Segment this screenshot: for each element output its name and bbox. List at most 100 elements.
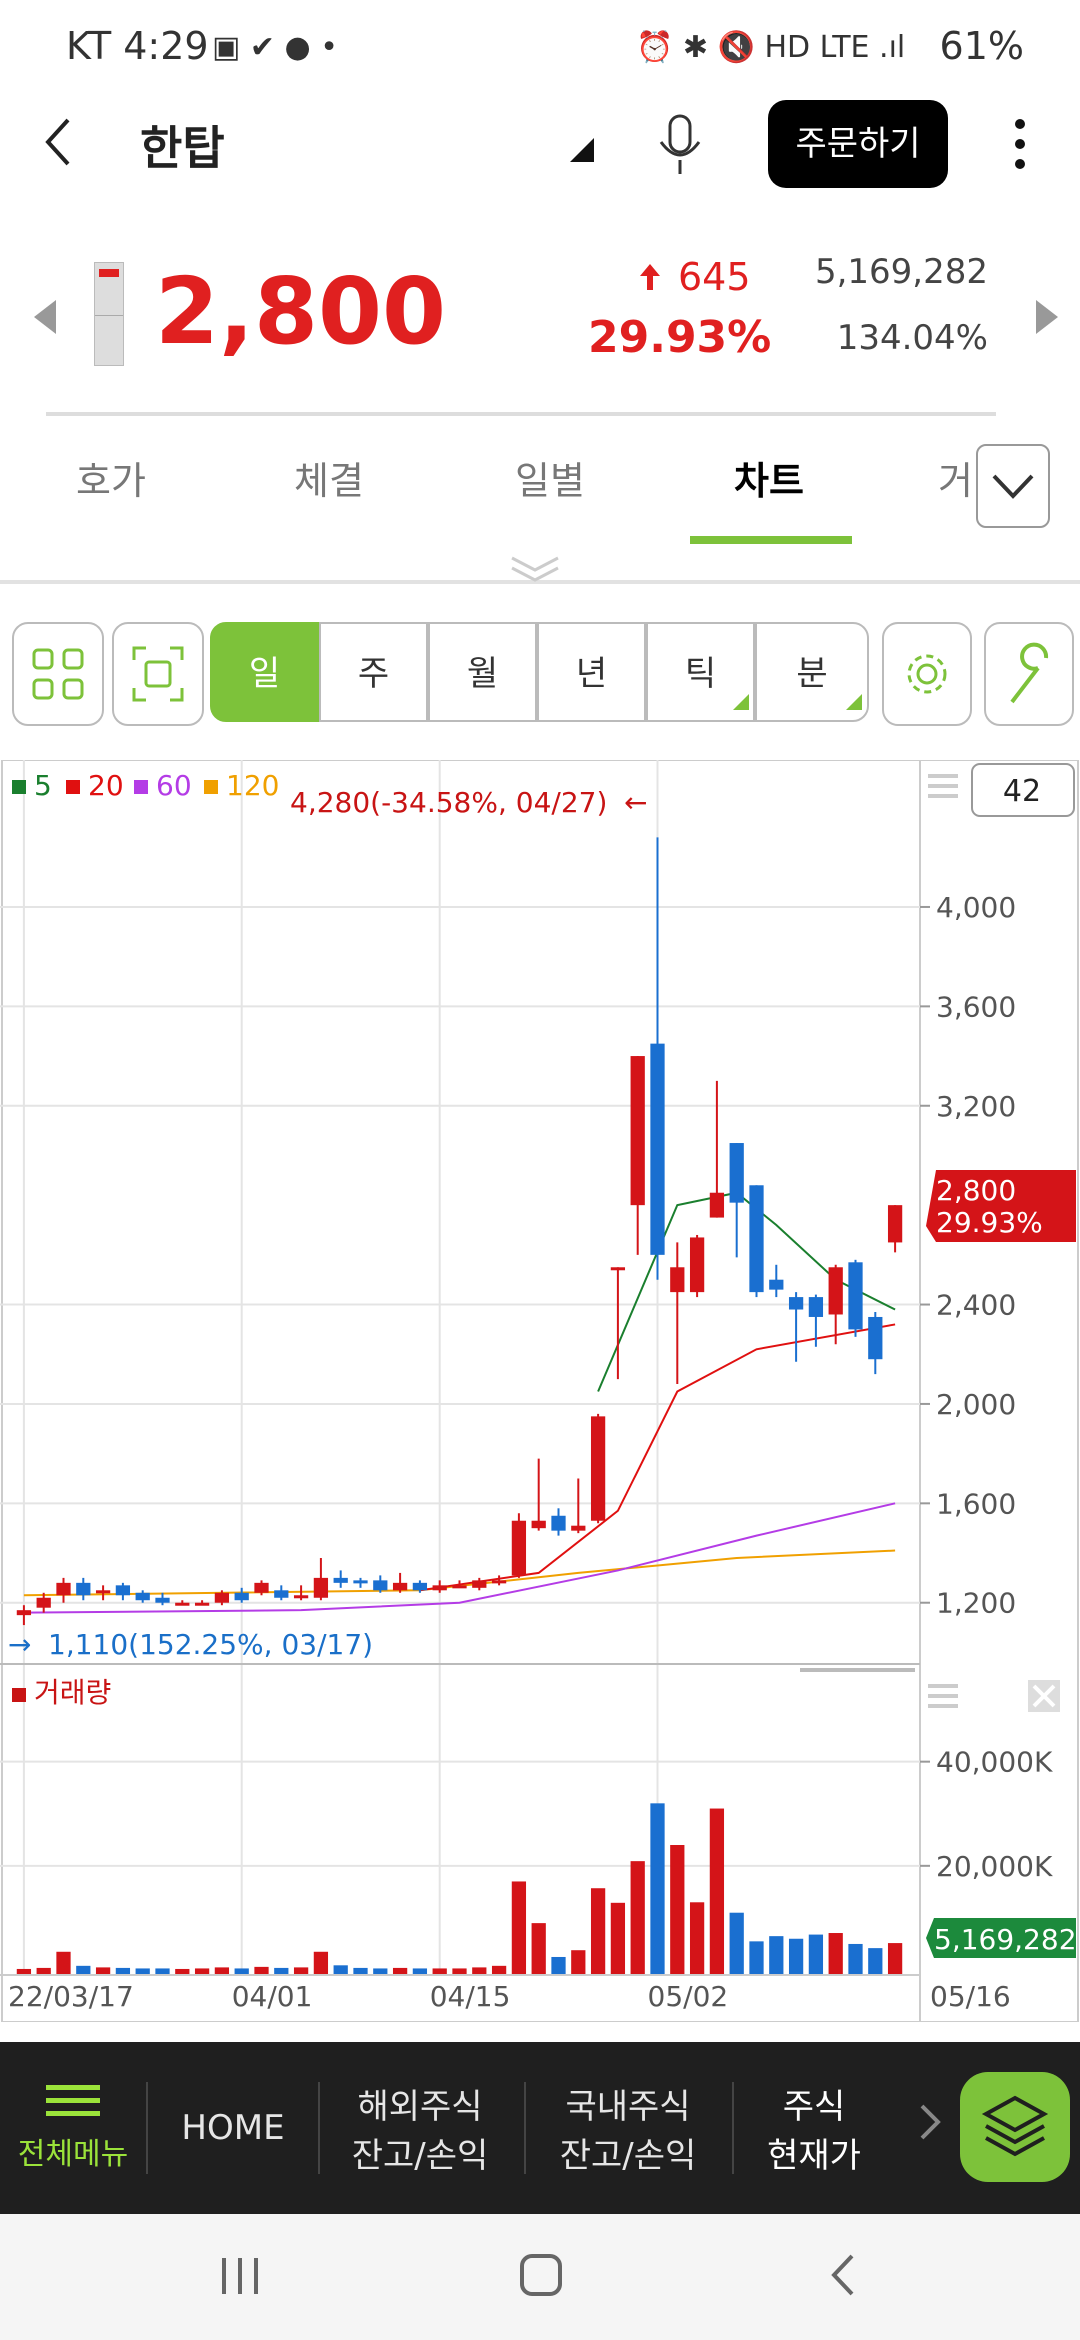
- price-axis: 4,000 3,600 3,200 2,400 2,000 1,600 1,200: [920, 891, 1016, 1620]
- tab-more[interactable]: 거: [938, 459, 973, 503]
- candle-body: [56, 1582, 71, 1596]
- candle-count[interactable]: 42: [1003, 774, 1041, 809]
- price-tag-percent: 29.93%: [936, 1206, 1043, 1239]
- volume-bar: [412, 1968, 428, 1975]
- layers-icon: [981, 2095, 1049, 2157]
- volume-legend: 거래량: [34, 1676, 111, 1709]
- nav-domestic-line2: 잔고/손익: [559, 2136, 697, 2176]
- volume-bar: [373, 1968, 388, 1975]
- legend-swatch-ma20: [66, 780, 80, 794]
- tab-daily[interactable]: 일별: [515, 459, 585, 503]
- volume-bar: [234, 1968, 249, 1975]
- volume-tag-value: 5,169,282: [934, 1923, 1077, 1956]
- volume-bar: [432, 1968, 447, 1975]
- price-tick-label: 4,000: [936, 891, 1016, 924]
- volume-bar: [531, 1923, 546, 1975]
- volume-bar: [293, 1967, 309, 1975]
- candle-body: [313, 1577, 329, 1598]
- home-icon[interactable]: [518, 2252, 564, 2302]
- back-icon[interactable]: [38, 112, 78, 172]
- candle-body: [274, 1590, 289, 1598]
- volume-bar: [729, 1912, 744, 1975]
- volume-bar: [353, 1967, 368, 1975]
- volume-tick-label: 20,000K: [936, 1850, 1053, 1883]
- legend-ma60: 60: [156, 769, 192, 802]
- volume-bar: [868, 1948, 883, 1975]
- next-stock-arrow-icon[interactable]: [1036, 300, 1058, 338]
- legend-ma5: 5: [34, 769, 52, 802]
- volume-bar: [887, 1943, 903, 1975]
- candle-body: [234, 1592, 249, 1601]
- candle-body: [452, 1585, 467, 1589]
- grid-layout-button[interactable]: [12, 622, 104, 726]
- candle-body: [16, 1610, 32, 1616]
- period-minute[interactable]: 분: [755, 622, 869, 722]
- price-pane-menu-icon[interactable]: [928, 774, 958, 798]
- tab-chart[interactable]: 차트: [734, 459, 804, 503]
- volume-bar: [551, 1956, 566, 1975]
- volume-pane-menu-icon[interactable]: [928, 1684, 958, 1708]
- nav-domestic-balance[interactable]: 국내주식 잔고/손익: [526, 2042, 730, 2214]
- dropdown-triangle-icon[interactable]: [570, 138, 594, 162]
- close-pane-icon[interactable]: [1028, 1680, 1060, 1712]
- legend-swatch-ma5: [12, 780, 26, 794]
- price-tick-label: 3,200: [936, 1090, 1016, 1123]
- price-chart[interactable]: 4,000 3,600 3,200 2,400 2,000 1,600 1,200 40,0…: [0, 760, 1080, 2022]
- more-options-icon[interactable]: [1010, 116, 1030, 176]
- candle-body: [630, 1056, 645, 1206]
- volume-bar: [56, 1951, 71, 1975]
- volume-bar: [630, 1861, 645, 1975]
- volume-bar: [848, 1943, 863, 1975]
- low-arrow-icon: →: [8, 1628, 31, 1661]
- period-day[interactable]: 일: [210, 622, 319, 722]
- volume-bar: [214, 1967, 230, 1975]
- back-nav-icon[interactable]: [828, 2252, 858, 2302]
- period-week[interactable]: 주: [319, 622, 428, 722]
- legend-swatch-ma60: [134, 780, 148, 794]
- collapse-chevron-icon[interactable]: [510, 554, 560, 588]
- prev-stock-arrow-icon[interactable]: [34, 300, 56, 338]
- candle-body: [729, 1143, 744, 1203]
- price-tick-label: 2,400: [936, 1289, 1016, 1322]
- fullscreen-button[interactable]: [112, 622, 204, 726]
- stock-name[interactable]: 한탑: [140, 121, 225, 175]
- microphone-icon[interactable]: [655, 112, 705, 176]
- date-axis: 22/03/17 04/01 04/15 05/02 05/16: [0, 1974, 1011, 2013]
- volume-bar: [491, 1965, 507, 1975]
- candle-body: [194, 1602, 210, 1606]
- nav-home[interactable]: HOME: [181, 2108, 285, 2148]
- tab-expand-button[interactable]: [976, 444, 1050, 528]
- settings-button[interactable]: [882, 622, 972, 726]
- high-arrow-icon: ←: [624, 786, 647, 819]
- nav-overseas-line2: 잔고/손익: [351, 2136, 489, 2176]
- period-tick[interactable]: 틱: [646, 622, 755, 722]
- date-tick-label: 04/15: [430, 1980, 511, 2013]
- tab-hoga[interactable]: 호가: [76, 459, 146, 503]
- signal-icons: ⏰ ✱ 🔇 HD LTE .ıl: [636, 30, 906, 65]
- wrench-button[interactable]: [984, 622, 1074, 726]
- volume-bar: [333, 1965, 348, 1975]
- divider: [46, 412, 996, 416]
- layers-fab[interactable]: [960, 2072, 1070, 2182]
- date-tick-label: 04/01: [232, 1980, 313, 2013]
- tab-execution[interactable]: 체결: [294, 459, 364, 503]
- nav-current-price[interactable]: 주식 현재가: [734, 2042, 894, 2214]
- count-box: [971, 763, 1075, 817]
- period-year[interactable]: 년: [537, 622, 646, 722]
- volume-bar: [36, 1967, 51, 1975]
- period-month[interactable]: 월: [428, 622, 537, 722]
- section-divider: [0, 580, 1080, 584]
- volume-bar: [76, 1965, 91, 1975]
- price-tick-label: 1,200: [936, 1587, 1016, 1620]
- volume-bar: [472, 1967, 487, 1975]
- tick-submenu-icon: [733, 694, 749, 714]
- volume-bar: [571, 1950, 586, 1975]
- nav-overseas-balance[interactable]: 해외주식 잔고/손익: [320, 2042, 520, 2214]
- recent-apps-icon[interactable]: [218, 2254, 262, 2302]
- nav-scroll-right-icon[interactable]: [918, 2102, 942, 2146]
- order-button[interactable]: 주문하기: [768, 100, 948, 188]
- candle-body: [848, 1262, 863, 1330]
- candle-body: [135, 1592, 150, 1601]
- candle-body: [293, 1595, 309, 1599]
- nav-all-menu[interactable]: 전체메뉴: [0, 2042, 146, 2214]
